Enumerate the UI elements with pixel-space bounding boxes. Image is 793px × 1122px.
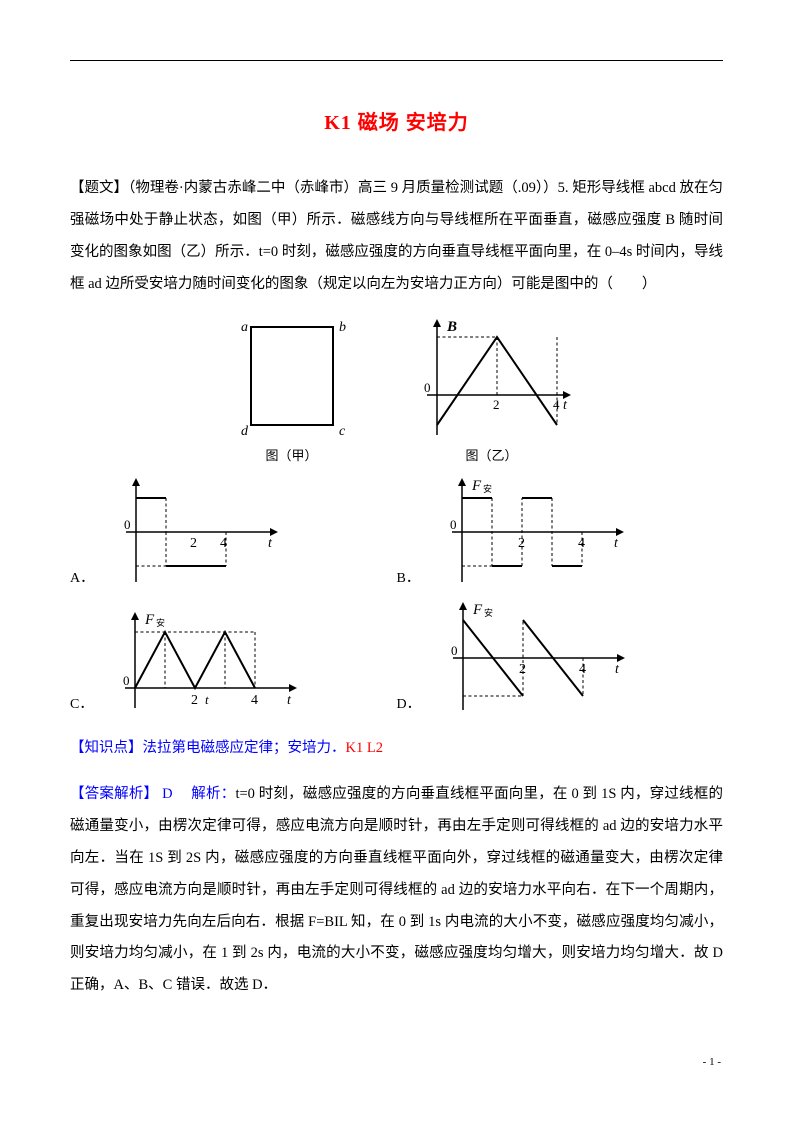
svg-text:F: F (471, 478, 482, 494)
svg-text:2: 2 (190, 536, 197, 551)
label-a: a (241, 320, 248, 335)
svg-text:4: 4 (578, 536, 585, 551)
answer-analysis: 【答案解析】 D 解析：t=0 时刻，磁感应强度的方向垂直线框平面向里，在 0 … (70, 779, 723, 1002)
figure-yi: B t 0 2 4 (407, 315, 577, 445)
yi-y-label: B (446, 319, 457, 335)
svg-text:安: 安 (156, 617, 165, 628)
page-number: - 1 - (703, 1050, 721, 1074)
svg-text:0: 0 (451, 643, 458, 658)
chart-option-d: F 安 0 2 4 t (423, 598, 633, 718)
svg-text:2: 2 (191, 693, 198, 708)
label-b: b (339, 320, 346, 335)
svg-text:F: F (144, 612, 155, 628)
opt-a-label: A． (70, 572, 94, 592)
svg-text:t: t (615, 662, 620, 677)
svg-text:4: 4 (251, 693, 258, 708)
kp-lead: 【知识点】 (70, 740, 143, 756)
svg-text:t: t (287, 693, 292, 708)
question-text: 【题文】（物理卷·内蒙古赤峰二中（赤峰市）高三 9 月质量检测试题（.09））5… (70, 173, 723, 301)
yi-zero: 0 (424, 380, 431, 395)
page-title: K1 磁场 安培力 (70, 101, 723, 145)
svg-text:F: F (472, 602, 483, 618)
ans-body: t=0 时刻，磁感应强度的方向垂直线框平面向里，在 0 到 1S 内，穿过线框的… (70, 786, 723, 993)
caption-jia: 图（甲） (265, 449, 317, 462)
opt-b-label: B． (397, 572, 420, 592)
svg-text:t: t (268, 536, 273, 551)
chart-option-c: F 安 0 2 t 4 t (95, 608, 305, 718)
svg-text:t: t (205, 692, 209, 707)
top-rule (70, 60, 723, 61)
svg-text:0: 0 (450, 517, 457, 532)
yi-tick-2: 2 (493, 397, 500, 412)
svg-text:安: 安 (483, 483, 492, 494)
figure-jia: a b c d (217, 315, 367, 445)
svg-text:0: 0 (123, 673, 130, 688)
chart-option-b: F 安 0 2 4 t (422, 472, 632, 592)
svg-text:2: 2 (518, 536, 525, 551)
kp-tag: K1 L2 (346, 740, 383, 756)
label-d: d (241, 424, 249, 439)
question-lead: 【题文】 (70, 180, 128, 196)
question-body: （物理卷·内蒙古赤峰二中（赤峰市）高三 9 月质量检测试题（.09））5. 矩形… (70, 180, 723, 292)
knowledge-point: 【知识点】法拉第电磁感应定律；安培力．K1 L2 (70, 733, 723, 765)
caption-yi: 图（乙） (465, 449, 517, 462)
svg-text:4: 4 (220, 536, 227, 551)
svg-text:2: 2 (519, 662, 526, 677)
chart-option-a: 0 2 4 t (96, 472, 286, 592)
svg-text:t: t (614, 536, 619, 551)
svg-text:安: 安 (484, 607, 493, 618)
yi-x-label: t (563, 398, 568, 413)
opt-c-label: C． (70, 698, 93, 718)
kp-text: 法拉第电磁感应定律；安培力． (143, 740, 346, 756)
label-c: c (339, 424, 346, 439)
svg-text:0: 0 (124, 517, 131, 532)
svg-text:4: 4 (579, 662, 586, 677)
ans-lead: 【答案解析】 D 解析： (70, 786, 235, 802)
opt-d-label: D． (397, 698, 421, 718)
yi-tick-4: 4 (553, 397, 560, 412)
